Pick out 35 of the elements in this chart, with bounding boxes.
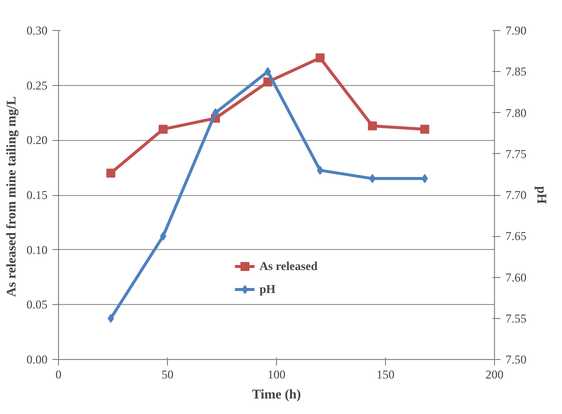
x-tick-label: 50 [162, 368, 174, 382]
legend-label: pH [259, 282, 276, 296]
y-tick-label: 0.05 [26, 298, 48, 312]
point [212, 108, 219, 118]
x-tick-label: 150 [376, 368, 394, 382]
y-tick-label: 0.15 [26, 188, 48, 202]
y2-tick-label: 7.80 [506, 106, 526, 120]
y-tick-label: 0.20 [26, 133, 48, 148]
point [158, 124, 168, 134]
y2-tick-label: 7.70 [506, 188, 526, 202]
y-tick-label: 0.00 [26, 352, 48, 366]
x-axis-title: Time (h) [252, 386, 302, 402]
y2-tick-label: 7.55 [506, 311, 526, 326]
point [316, 166, 324, 175]
y2-tick-label: 7.65 [506, 229, 526, 244]
y2-tick-label: 7.85 [506, 64, 526, 79]
y2-axis-title: pH [534, 186, 550, 205]
y-tick-label: 0.25 [26, 78, 48, 92]
point [106, 168, 116, 178]
point [316, 53, 325, 62]
point [369, 174, 376, 184]
y2-tick-label: 7.60 [506, 270, 526, 284]
legend-label: As released [259, 258, 318, 274]
x-tick-label: 100 [268, 368, 286, 382]
y-axis-title: As released from mine tailing mg/L [4, 96, 18, 297]
x-tick-label: 0 [56, 368, 62, 382]
point [420, 124, 430, 134]
y2-tick-label: 7.50 [506, 352, 526, 366]
point [368, 121, 377, 130]
y-tick-label: 0.30 [26, 24, 48, 38]
y2-tick-label: 7.90 [506, 24, 526, 38]
x-tick-label: 200 [486, 368, 504, 382]
point [160, 232, 166, 241]
y-tick-label: 0.10 [26, 242, 48, 257]
y2-tick-label: 7.75 [506, 146, 526, 161]
